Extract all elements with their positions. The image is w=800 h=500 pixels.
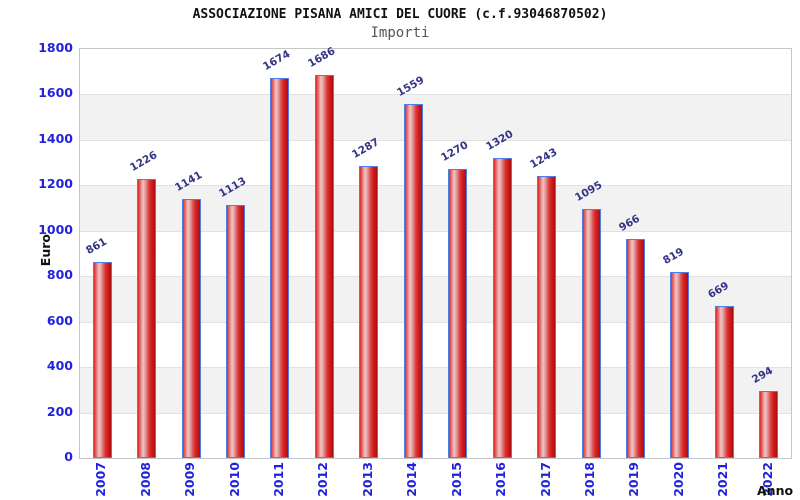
bar-2011 bbox=[270, 77, 290, 458]
bar-2013 bbox=[359, 165, 379, 458]
bar-2015 bbox=[448, 169, 468, 458]
y-tick-1400: 1400 bbox=[38, 130, 73, 146]
gridline bbox=[80, 139, 791, 141]
bar-2012 bbox=[314, 74, 334, 458]
x-tick-2013: 2013 bbox=[359, 462, 375, 497]
x-tick-2010: 2010 bbox=[226, 462, 242, 497]
x-tick-2020: 2020 bbox=[670, 462, 686, 497]
chart-subtitle: Importi bbox=[370, 25, 430, 41]
y-tick-1800: 1800 bbox=[38, 40, 73, 55]
gridline bbox=[80, 321, 791, 323]
y-tick-1600: 1600 bbox=[38, 85, 73, 101]
x-tick-2015: 2015 bbox=[448, 462, 464, 497]
x-tick-2021: 2021 bbox=[715, 462, 731, 497]
y-tick-1000: 1000 bbox=[38, 221, 73, 237]
plot-area: 861 1226 1141 1113 1674 1686 1287 1559 1270 1320 1… bbox=[79, 45, 792, 459]
x-tick-2009: 2009 bbox=[182, 462, 198, 497]
bar-2022 bbox=[759, 391, 779, 458]
x-tick-2011: 2011 bbox=[270, 462, 286, 497]
plot-band bbox=[80, 49, 791, 95]
plot-band bbox=[80, 94, 791, 140]
x-tick-2018: 2018 bbox=[582, 462, 598, 497]
gridline bbox=[80, 185, 791, 187]
y-tick-800: 800 bbox=[46, 267, 73, 283]
x-tick-2019: 2019 bbox=[626, 462, 642, 497]
x-tick-2017: 2017 bbox=[537, 462, 553, 497]
gridline bbox=[80, 276, 791, 278]
y-tick-400: 400 bbox=[46, 358, 73, 374]
gridline bbox=[80, 412, 791, 414]
bar-2016 bbox=[492, 158, 512, 458]
bar-2021 bbox=[714, 306, 734, 458]
bar-2008 bbox=[137, 179, 157, 458]
x-tick-2007: 2007 bbox=[93, 462, 109, 497]
bar-2020 bbox=[670, 271, 690, 458]
y-axis-title: Euro bbox=[38, 234, 53, 267]
chart-title: ASSOCIAZIONE PISANA AMICI DEL CUORE (c.f… bbox=[192, 7, 608, 22]
y-tick-600: 600 bbox=[46, 312, 73, 328]
x-tick-2016: 2016 bbox=[493, 462, 509, 497]
bar-2014 bbox=[403, 103, 423, 458]
x-axis-title: Anno bbox=[757, 483, 794, 498]
bar-2010 bbox=[226, 205, 246, 458]
bar-2019 bbox=[625, 238, 645, 458]
bar-2009 bbox=[181, 198, 201, 458]
bar-2007 bbox=[92, 262, 112, 458]
x-tick-2014: 2014 bbox=[404, 462, 420, 497]
bar-2018 bbox=[581, 209, 601, 458]
plot-band bbox=[80, 139, 791, 186]
gridline bbox=[80, 230, 791, 232]
y-tick-200: 200 bbox=[46, 403, 73, 419]
y-tick-0: 0 bbox=[64, 449, 73, 464]
x-tick-2008: 2008 bbox=[137, 462, 153, 497]
gridline bbox=[80, 94, 791, 96]
x-tick-2012: 2012 bbox=[315, 462, 331, 497]
gridline bbox=[80, 367, 791, 369]
y-tick-1200: 1200 bbox=[38, 176, 73, 192]
bar-2017 bbox=[537, 175, 557, 458]
